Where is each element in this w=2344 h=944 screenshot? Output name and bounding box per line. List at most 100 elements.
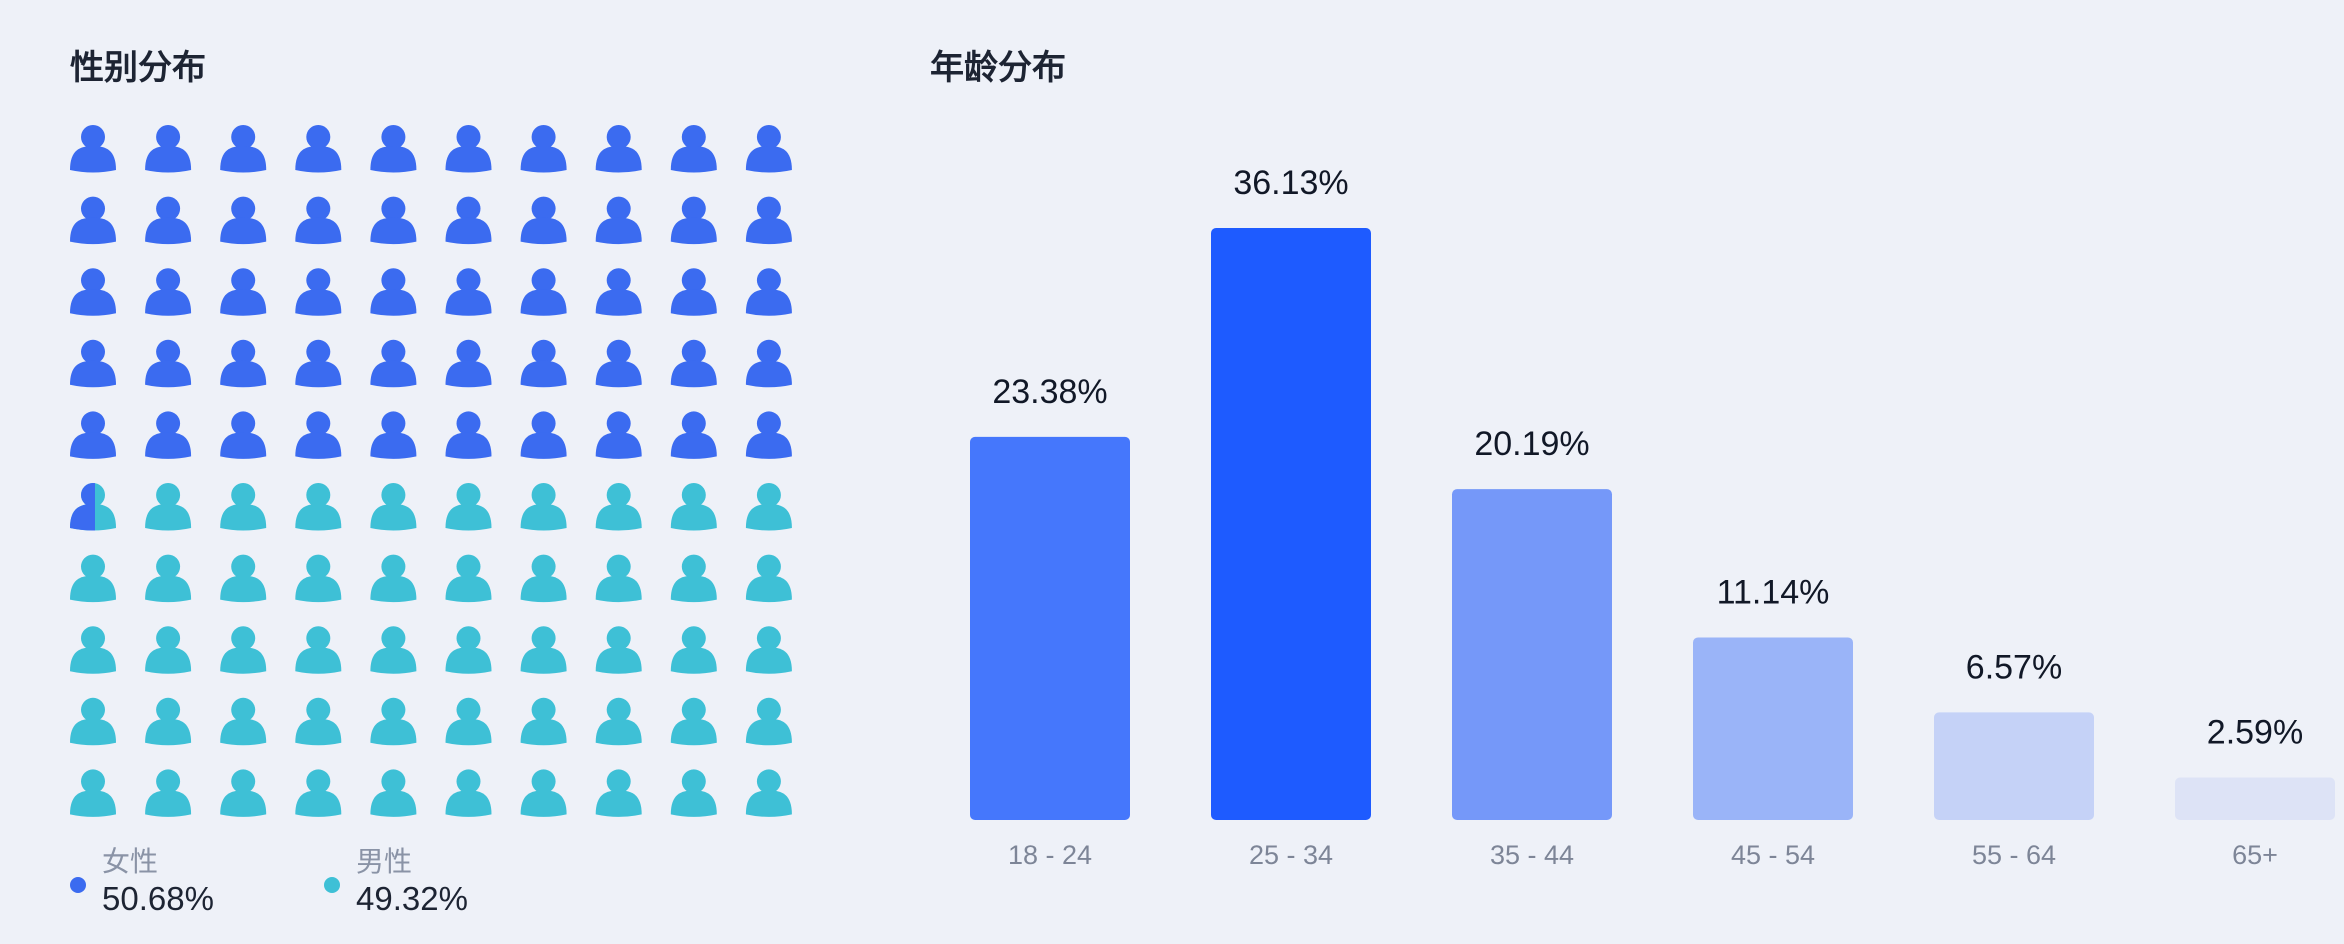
person-icon-male bbox=[670, 769, 717, 817]
person-icon-female bbox=[520, 268, 567, 316]
person-icon-male bbox=[70, 697, 116, 746]
legend-label-female: 女性 bbox=[102, 845, 159, 878]
person-icon-female bbox=[145, 268, 192, 316]
person-icon-female bbox=[370, 339, 417, 388]
person-icon-male bbox=[220, 626, 267, 674]
x-tick-label: 18 - 24 bbox=[1008, 840, 1092, 870]
person-icon-male bbox=[595, 769, 642, 817]
person-icon-female bbox=[745, 196, 792, 245]
person-icon-male bbox=[745, 769, 792, 817]
person-icon-female bbox=[370, 268, 417, 316]
person-icon-male bbox=[145, 697, 192, 746]
person-icon-male bbox=[520, 483, 567, 531]
person-icon-male bbox=[745, 626, 792, 674]
person-icon-male bbox=[370, 697, 417, 746]
person-icon-female bbox=[745, 411, 792, 459]
person-icon-male bbox=[445, 769, 492, 817]
legend-label-male: 男性 bbox=[356, 845, 413, 878]
person-icon-female bbox=[445, 339, 492, 388]
person-icon-male bbox=[370, 769, 417, 817]
person-icon-female bbox=[220, 125, 267, 173]
legend-dot-female bbox=[70, 877, 86, 893]
person-icon-male bbox=[520, 626, 567, 674]
legend-dot-male bbox=[324, 877, 340, 893]
person-icon-male bbox=[70, 769, 116, 817]
person-icon-female bbox=[295, 196, 342, 245]
person-icon-female bbox=[670, 411, 717, 459]
bar-value-label: 20.19% bbox=[1474, 425, 1589, 463]
person-icon-female bbox=[145, 125, 192, 173]
person-icon-female bbox=[370, 411, 417, 459]
age-bar bbox=[1934, 712, 2094, 820]
legend-value-male: 49.32% bbox=[356, 880, 468, 917]
person-icon-male bbox=[220, 554, 267, 603]
person-icon-female bbox=[595, 339, 642, 388]
person-icon-male bbox=[520, 554, 567, 603]
person-icon-female bbox=[220, 339, 267, 388]
person-icon-female bbox=[595, 196, 642, 245]
person-icon-male bbox=[595, 483, 642, 531]
gender-distribution-title: 性别分布 bbox=[70, 48, 206, 88]
age-bar bbox=[1452, 489, 1612, 820]
person-icon-female bbox=[295, 339, 342, 388]
person-icon-male bbox=[145, 483, 192, 531]
person-icon-male bbox=[745, 483, 792, 531]
person-icon-male bbox=[220, 769, 267, 817]
person-icon-female bbox=[220, 196, 267, 245]
age-bar-chart: 23.38% 18 - 24 36.13% 25 - 34 20.19% 35 - 44 1… bbox=[970, 164, 2335, 870]
person-icon-female bbox=[220, 411, 267, 459]
person-icon-male bbox=[670, 626, 717, 674]
person-icon-male bbox=[595, 626, 642, 674]
person-icon-male bbox=[370, 626, 417, 674]
person-icon-male bbox=[670, 483, 717, 531]
person-icon-male bbox=[145, 554, 192, 603]
person-icon-male bbox=[295, 626, 342, 674]
person-icon-male bbox=[745, 554, 792, 603]
person-icon-male bbox=[445, 697, 492, 746]
person-icon-female bbox=[670, 125, 717, 173]
person-icon-female bbox=[445, 125, 492, 173]
person-icon-female bbox=[445, 268, 492, 316]
bar-value-label: 2.59% bbox=[2207, 714, 2303, 752]
x-tick-label: 35 - 44 bbox=[1490, 840, 1574, 870]
person-icon-male bbox=[670, 697, 717, 746]
person-icon-male bbox=[145, 769, 192, 817]
person-icon-female bbox=[670, 268, 717, 316]
age-distribution-title: 年龄分布 bbox=[930, 48, 1066, 88]
person-icon-mixed bbox=[70, 483, 116, 531]
bar-value-label: 23.38% bbox=[992, 373, 1107, 411]
person-icon-female bbox=[445, 411, 492, 459]
person-icon-female bbox=[445, 196, 492, 245]
person-icon-male bbox=[295, 483, 342, 531]
person-icon-male bbox=[445, 483, 492, 531]
person-icon-male bbox=[370, 483, 417, 531]
person-icon-female bbox=[70, 268, 116, 316]
bar-value-label: 6.57% bbox=[1966, 648, 2062, 686]
person-icon-female bbox=[220, 268, 267, 316]
person-icon-female bbox=[145, 411, 192, 459]
legend-value-female: 50.68% bbox=[102, 880, 214, 917]
person-icon-male bbox=[520, 697, 567, 746]
person-icon-male bbox=[220, 483, 267, 531]
person-icon-male bbox=[595, 697, 642, 746]
person-icon-male bbox=[145, 626, 192, 674]
person-icon-male bbox=[745, 697, 792, 746]
person-icon-male bbox=[295, 697, 342, 746]
person-icon-female bbox=[595, 125, 642, 173]
person-icon-male bbox=[670, 554, 717, 603]
bar-value-label: 11.14% bbox=[1717, 573, 1830, 611]
bar-value-label: 36.13% bbox=[1233, 164, 1348, 202]
person-icon-female bbox=[595, 268, 642, 316]
age-bar bbox=[2175, 777, 2335, 820]
person-icon-female bbox=[595, 411, 642, 459]
person-icon-female bbox=[70, 411, 116, 459]
x-tick-label: 65+ bbox=[2232, 840, 2278, 870]
person-icon-male bbox=[370, 554, 417, 603]
person-icon-male bbox=[295, 769, 342, 817]
person-icon-female bbox=[745, 125, 792, 173]
person-icon-female bbox=[745, 268, 792, 316]
x-tick-label: 55 - 64 bbox=[1972, 840, 2056, 870]
person-icon-female bbox=[745, 339, 792, 388]
gender-waffle-chart bbox=[70, 125, 792, 817]
person-icon-female bbox=[295, 411, 342, 459]
